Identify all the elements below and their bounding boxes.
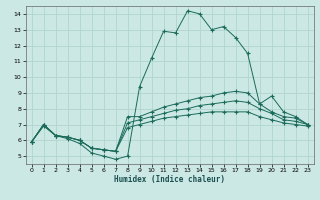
- X-axis label: Humidex (Indice chaleur): Humidex (Indice chaleur): [114, 175, 225, 184]
